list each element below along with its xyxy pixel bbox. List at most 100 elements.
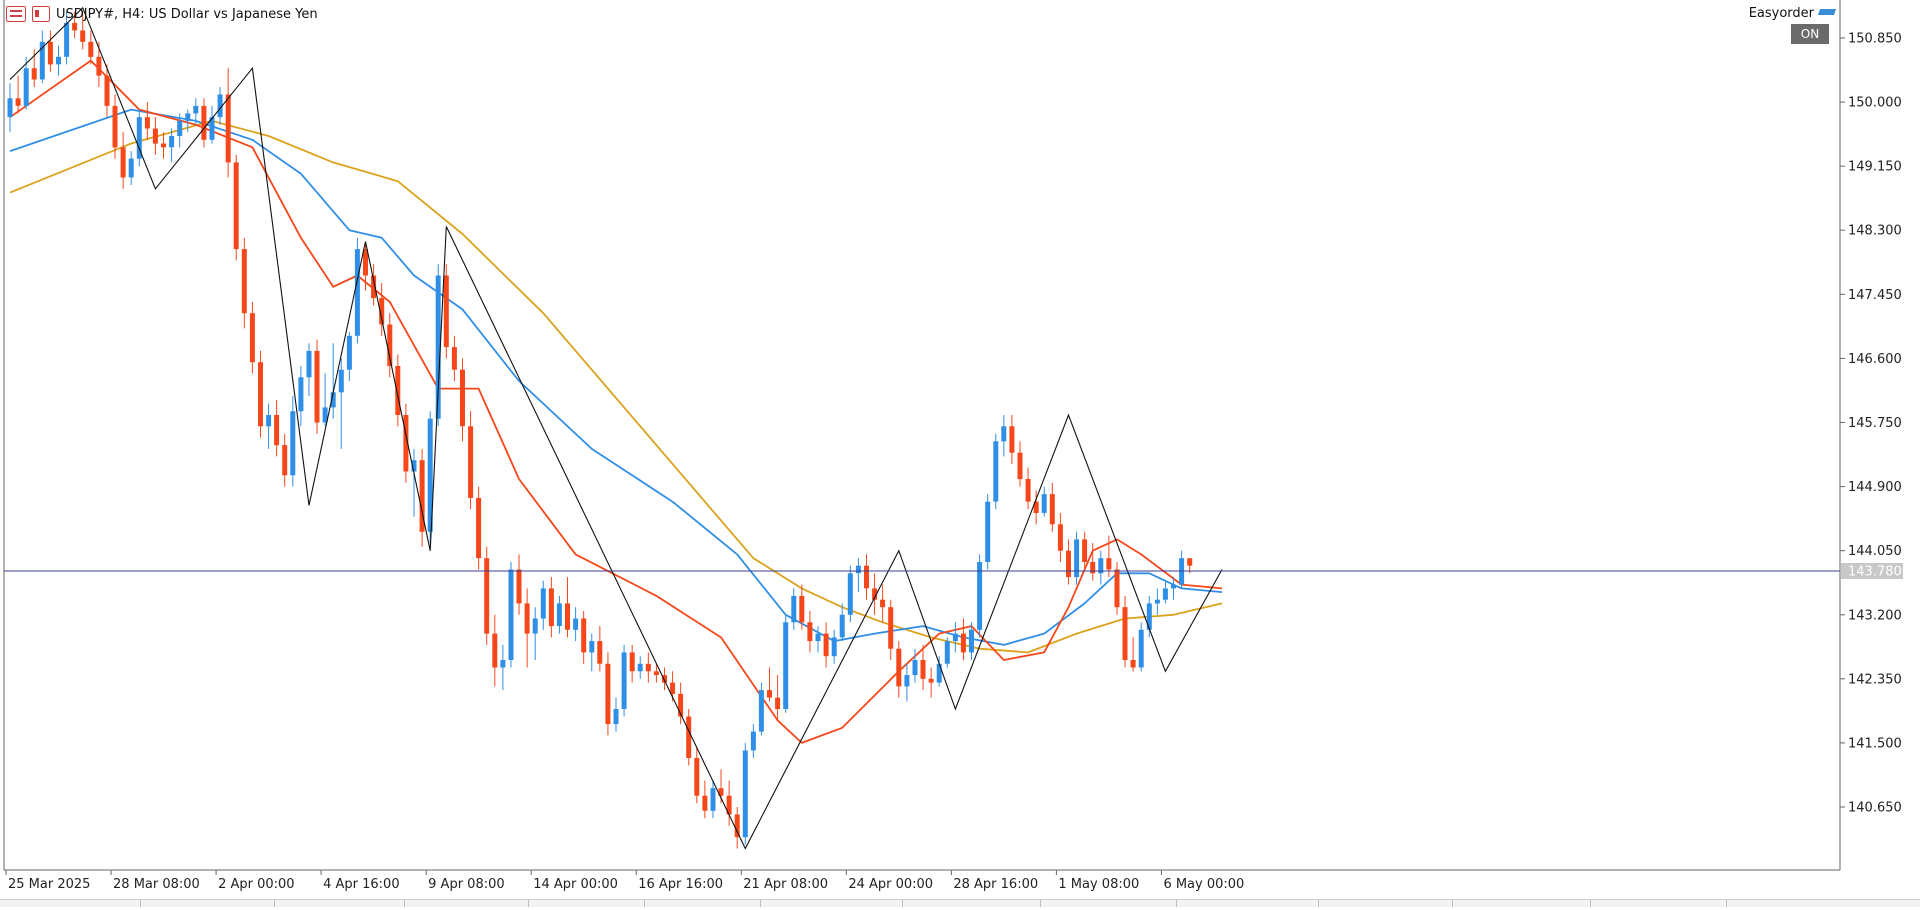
bullish-candle xyxy=(177,120,183,136)
chart-tab[interactable] xyxy=(140,900,141,907)
candlesticks xyxy=(7,11,1193,849)
bearish-candle xyxy=(460,369,465,427)
bearish-candle xyxy=(1025,479,1031,502)
moving-averages xyxy=(9,59,1223,744)
bearish-candle xyxy=(112,105,118,148)
bullish-candle xyxy=(532,618,538,634)
bullish-candle xyxy=(621,652,627,709)
bearish-candle xyxy=(775,697,781,709)
bullish-candle xyxy=(904,675,910,687)
bearish-candle xyxy=(419,460,425,532)
price-tick-label: 140.650 xyxy=(1848,801,1902,816)
bullish-candle xyxy=(977,562,983,630)
bullish-candle xyxy=(1041,494,1047,513)
chart-tab[interactable] xyxy=(1176,900,1177,907)
bearish-candle xyxy=(451,347,457,370)
bearish-candle xyxy=(516,569,522,604)
bearish-candle xyxy=(928,678,934,683)
chart-tab[interactable] xyxy=(404,900,405,907)
bullish-candle xyxy=(573,618,579,630)
bullish-candle xyxy=(758,690,764,732)
bearish-candle xyxy=(767,690,772,698)
bearish-candle xyxy=(233,162,239,250)
chart-tab[interactable] xyxy=(902,900,903,907)
bullish-candle xyxy=(508,569,514,660)
bullish-candle xyxy=(637,663,643,672)
bearish-candle xyxy=(363,249,368,276)
chart-tab[interactable] xyxy=(1040,900,1041,907)
chart-tab[interactable] xyxy=(1452,900,1453,907)
trade-menu-icon[interactable] xyxy=(6,6,26,22)
bullish-candle xyxy=(354,249,360,336)
time-scale: 25 Mar 2025 28 Mar 08:00 2 Apr 00:00 4 Apr … xyxy=(5,870,1244,892)
price-tick-label: 144.050 xyxy=(1848,544,1902,559)
bearish-candle xyxy=(1057,524,1063,551)
current-price-tag xyxy=(1841,563,1903,579)
price-tick-label: 147.450 xyxy=(1848,288,1902,303)
bearish-candle xyxy=(72,22,78,31)
bearish-candle xyxy=(443,275,449,348)
bullish-candle xyxy=(540,588,546,619)
bullish-candle xyxy=(993,441,999,502)
bullish-candle xyxy=(839,614,845,638)
chart-tab[interactable] xyxy=(274,900,275,907)
bearish-candle xyxy=(823,633,829,657)
easyorder-on-button[interactable]: ON xyxy=(1791,24,1829,44)
bullish-candle xyxy=(710,788,716,811)
bearish-candle xyxy=(888,607,894,649)
bullish-candle xyxy=(985,501,991,562)
bearish-candle xyxy=(1090,562,1096,574)
fast-moving-average-line xyxy=(9,59,1223,744)
bullish-candle xyxy=(23,68,29,106)
bearish-candle xyxy=(694,758,700,796)
bearish-candle xyxy=(920,660,926,679)
bearish-candle xyxy=(872,588,878,600)
bullish-candle xyxy=(783,622,789,709)
chart-tab[interactable] xyxy=(1726,900,1727,907)
price-tick-label: 142.350 xyxy=(1848,672,1902,687)
chart-tab[interactable] xyxy=(1590,900,1591,907)
bullish-candle xyxy=(217,94,223,118)
easyorder-widget[interactable]: Easyorder xyxy=(1749,6,1836,21)
bearish-candle xyxy=(645,663,651,672)
bearish-candle xyxy=(201,105,207,140)
chart-tab[interactable] xyxy=(644,900,645,907)
bearish-candle xyxy=(799,595,805,623)
bearish-candle xyxy=(629,652,635,672)
bearish-candle xyxy=(662,675,667,683)
bearish-candle xyxy=(726,795,732,815)
chart-tab[interactable] xyxy=(1318,900,1319,907)
chart-tab[interactable] xyxy=(760,900,761,907)
time-tick-label: 14 Apr 00:00 xyxy=(533,877,618,892)
bullish-candle xyxy=(266,415,272,427)
bearish-candle xyxy=(670,682,676,694)
bearish-candle xyxy=(476,497,482,559)
bearish-candle xyxy=(718,788,724,796)
bullish-candle xyxy=(855,565,861,574)
bearish-candle xyxy=(686,716,692,758)
bullish-candle xyxy=(742,750,748,838)
bearish-candle xyxy=(548,588,554,627)
bullish-candle xyxy=(193,105,199,114)
bearish-candle xyxy=(880,599,886,608)
bearish-candle xyxy=(597,641,603,664)
price-tick-label: 149.150 xyxy=(1848,160,1902,175)
time-tick-label: 21 Apr 08:00 xyxy=(743,877,828,892)
bearish-candle xyxy=(282,445,288,476)
chart-type-icon[interactable] xyxy=(32,6,50,22)
chart-tab[interactable] xyxy=(528,900,529,907)
price-tick-label: 144.900 xyxy=(1848,480,1902,495)
bearish-candle xyxy=(241,249,247,314)
time-tick-label: 28 Apr 16:00 xyxy=(953,877,1038,892)
time-tick-label: 24 Apr 00:00 xyxy=(848,877,933,892)
bearish-candle xyxy=(249,313,255,363)
bearish-candle xyxy=(1187,558,1193,566)
bullish-candle xyxy=(338,369,344,393)
chart-axes xyxy=(3,0,1841,871)
bearish-candle xyxy=(120,147,126,178)
bullish-candle xyxy=(185,113,191,121)
bullish-candle xyxy=(556,603,562,626)
bearish-candle xyxy=(565,603,570,630)
